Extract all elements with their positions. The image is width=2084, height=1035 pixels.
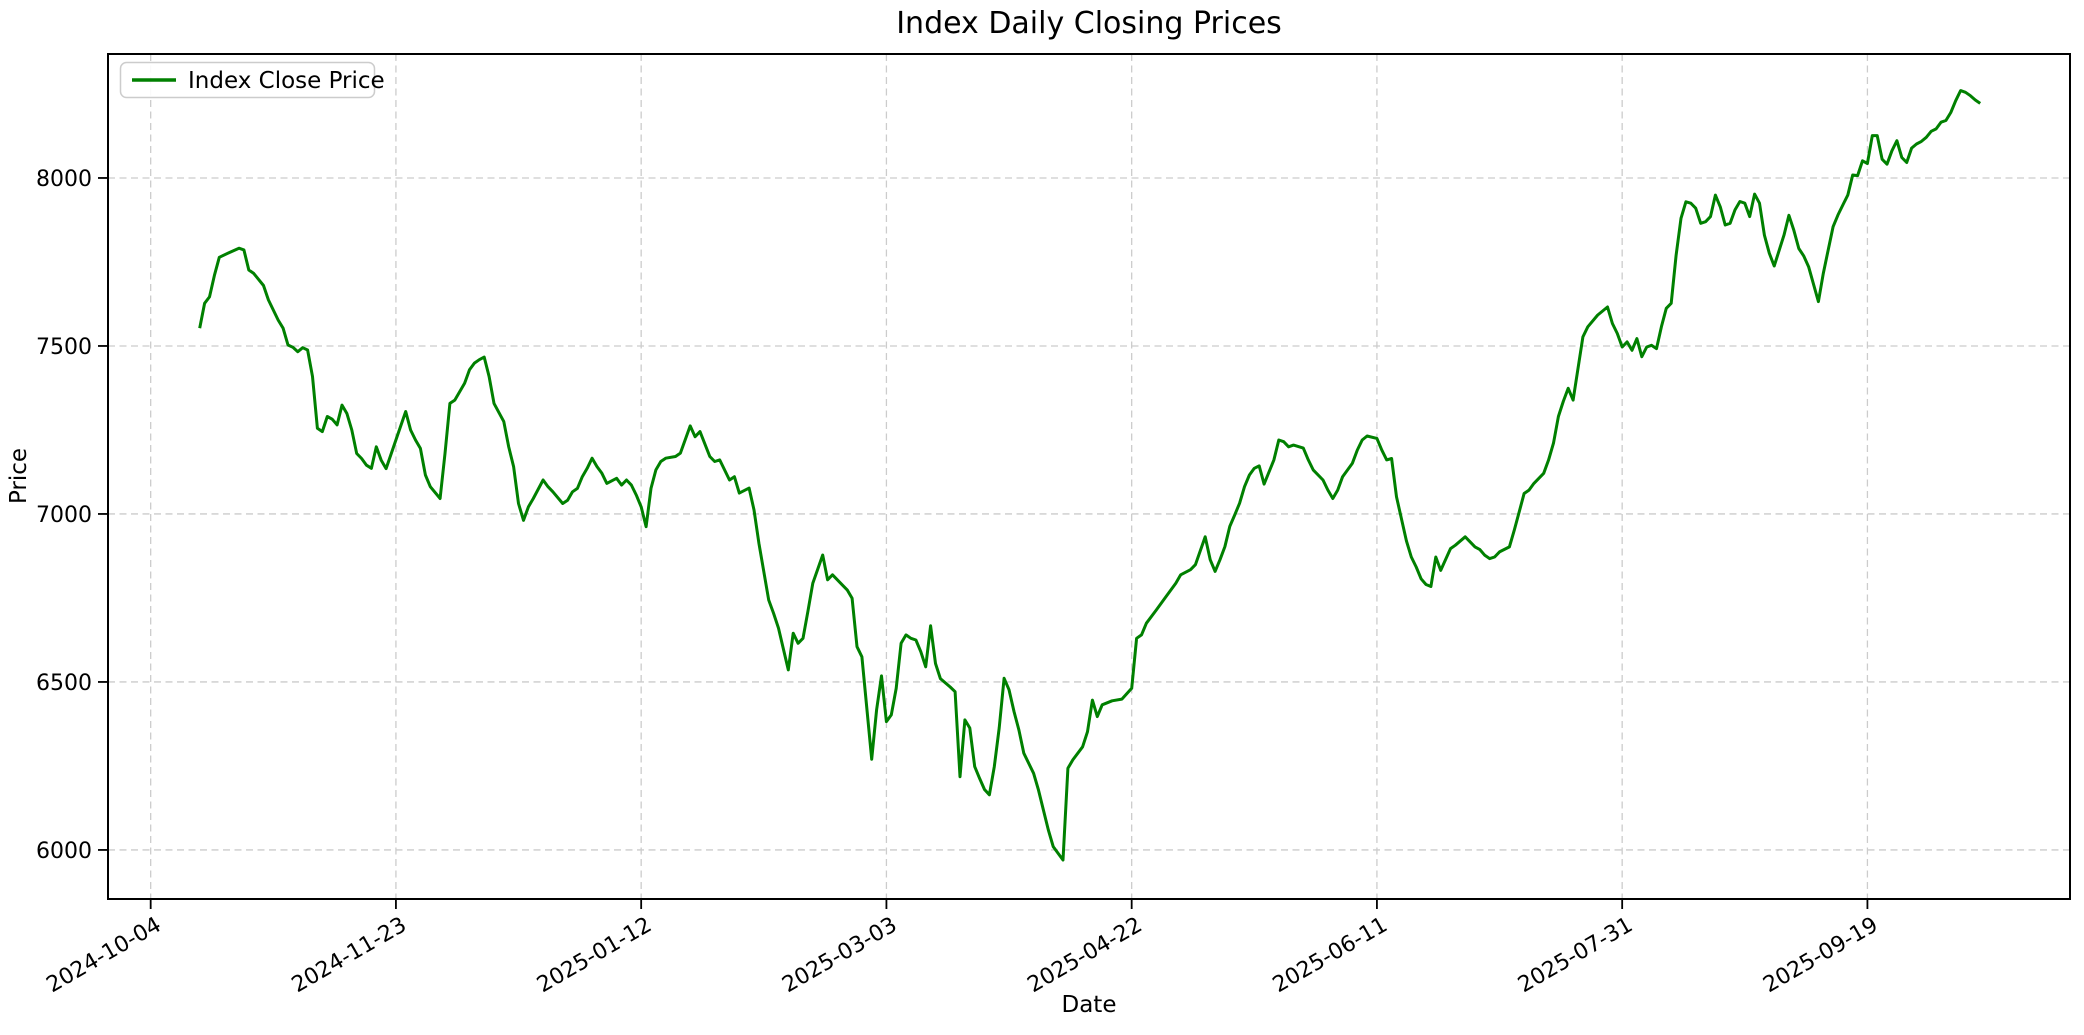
series-line-layer bbox=[198, 89, 1982, 862]
axis-ticks: 6000 6500 7000 7500 8000 2024-10-04 2024-11-23… bbox=[36, 167, 1882, 998]
grid-lines bbox=[108, 54, 2070, 899]
y-axis-label: Price bbox=[6, 448, 32, 504]
series-line-index-close-price bbox=[198, 89, 1982, 862]
y-tick-label: 7000 bbox=[36, 503, 92, 528]
y-tick-label: 8000 bbox=[36, 167, 92, 192]
legend-box bbox=[119, 61, 376, 99]
y-tick-label: 7500 bbox=[36, 335, 92, 360]
y-tick-label: 6000 bbox=[36, 839, 92, 864]
x-tick-label: 2025-06-11 bbox=[1269, 913, 1392, 999]
x-tick-label: 2025-01-12 bbox=[533, 913, 656, 999]
legend: Index Close Price bbox=[119, 61, 385, 99]
x-tick-label: 2024-10-04 bbox=[42, 913, 165, 999]
chart-title: Index Daily Closing Prices bbox=[896, 6, 1282, 41]
plot-border bbox=[107, 53, 2071, 900]
x-axis-label: Date bbox=[1062, 992, 1117, 1018]
x-tick-label: 2025-07-31 bbox=[1514, 913, 1637, 999]
legend-label: Index Close Price bbox=[188, 68, 385, 94]
x-tick-label: 2025-04-22 bbox=[1023, 913, 1146, 999]
x-tick-label: 2024-11-23 bbox=[288, 913, 411, 999]
x-tick-label: 2025-03-03 bbox=[778, 913, 901, 999]
y-tick-label: 6500 bbox=[36, 671, 92, 696]
x-tick-label: 2025-09-19 bbox=[1759, 913, 1882, 999]
